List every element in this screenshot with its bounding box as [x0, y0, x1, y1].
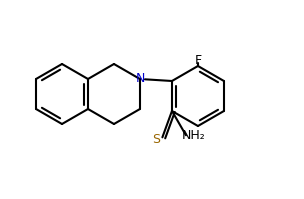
Text: F: F: [194, 54, 202, 66]
Text: NH₂: NH₂: [182, 129, 206, 142]
Text: S: S: [152, 133, 161, 146]
Text: N: N: [135, 72, 145, 86]
